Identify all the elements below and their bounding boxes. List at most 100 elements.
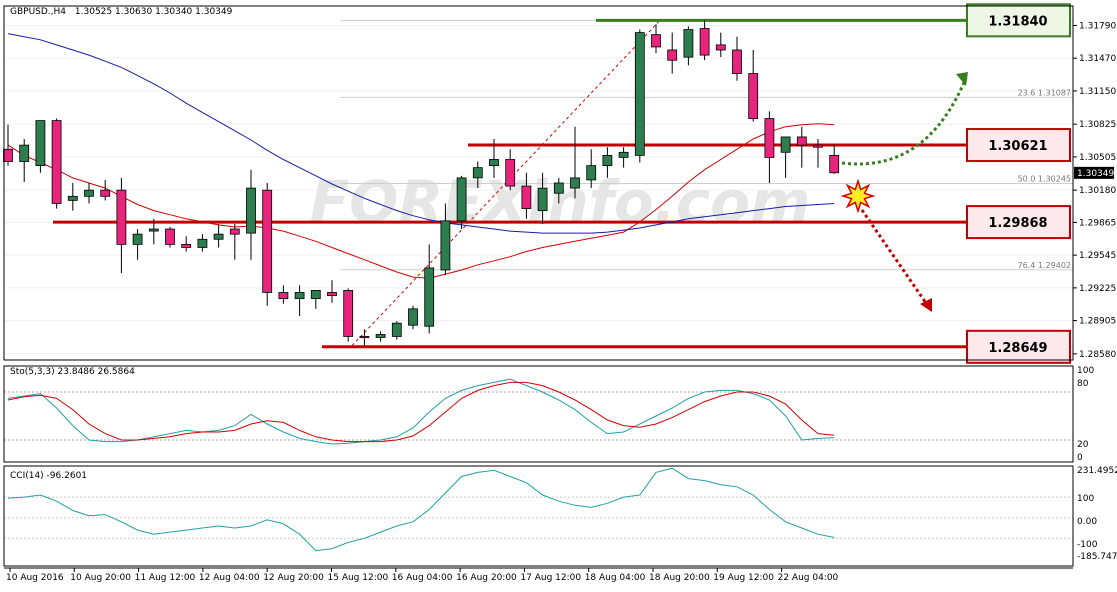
cci-tick-label: -185.7472 [1077, 552, 1117, 562]
time-tick-label: 18 Aug 04:00 [585, 573, 646, 583]
cci-title: CCI(14) -96.2601 [10, 471, 87, 481]
candle-body [683, 29, 694, 58]
bullish-arrow [841, 77, 968, 166]
candles-layer [3, 20, 840, 346]
level-label: 1.28649 [988, 341, 1047, 356]
stochastic-layer [4, 378, 1073, 445]
bearish-arrowhead [920, 298, 932, 312]
level-label: 1.30621 [988, 139, 1047, 154]
stochastic-tick-label: 0 [1077, 453, 1083, 463]
candle-body [165, 228, 175, 245]
price-tick-label: 1.29225 [1079, 284, 1116, 294]
candle-body [667, 49, 678, 61]
candle-body [310, 290, 321, 300]
time-tick-label: 10 Aug 20:00 [70, 573, 131, 583]
candle-body [181, 243, 192, 248]
candle-body [570, 177, 580, 189]
candle-body [489, 159, 499, 167]
candle-body [246, 187, 256, 234]
price-tick-label: 1.29545 [1079, 251, 1116, 261]
candle-body [456, 177, 467, 222]
current-price-label: 1.30349 [1077, 169, 1114, 179]
candle-body [634, 32, 645, 156]
stochastic-title: Sto(5,3,3) 23.8486 26.5864 [10, 367, 135, 377]
candle-body [813, 144, 823, 148]
panel-frame [3, 365, 1074, 463]
time-tick-label: 11 Aug 12:00 [135, 573, 196, 583]
candle-body [213, 233, 224, 240]
arrows-layer [840, 72, 968, 312]
time-tick-label: 22 Aug 04:00 [778, 573, 839, 583]
time-tick-label: 12 Aug 20:00 [263, 573, 324, 583]
candle-body [391, 322, 402, 337]
time-tick-label: 10 Aug 2016 [6, 573, 64, 583]
moving-average-layer [7, 33, 835, 279]
candle-body [586, 165, 597, 181]
axes-layer: 1.31790 1.31470 1.31150 1.30825 1.30505 1.301… [6, 21, 1117, 583]
candle-body [132, 233, 143, 245]
candle-body [294, 292, 305, 300]
candle-body [651, 34, 661, 48]
stochastic-tick-label: 80 [1077, 379, 1089, 389]
fibonacci-layer: 23.6 1.31087 50.0 1.30245 76.4 1.29402 [340, 19, 1073, 348]
panel-frame [3, 5, 1074, 361]
cci-layer [4, 467, 1073, 552]
candle-body [764, 118, 775, 158]
time-tick-label: 15 Aug 12:00 [328, 573, 389, 583]
candle-body [35, 120, 46, 167]
candle-body [440, 220, 451, 271]
level-box [966, 329, 1071, 364]
stochastic-tick-label: 100 [1077, 366, 1094, 376]
candle-body [780, 136, 791, 153]
candle-body [19, 144, 30, 162]
candle-body [618, 151, 629, 158]
symbol-timeframe: GBPUSD.,H4 [10, 7, 66, 17]
time-tick-label: 16 Aug 04:00 [392, 573, 453, 583]
time-tick-label: 12 Aug 04:00 [199, 573, 260, 583]
candle-body [521, 185, 532, 209]
fib-label: 76.4 1.29402 [1018, 261, 1071, 270]
candle-body [602, 154, 613, 167]
candle-body [829, 154, 840, 174]
candle-body [472, 167, 483, 179]
price-tick-label: 1.31150 [1079, 87, 1116, 97]
price-tick-label: 1.30180 [1079, 186, 1116, 196]
time-tick-label: 18 Aug 20:00 [649, 573, 710, 583]
candle-body [51, 120, 62, 204]
candle-body [732, 49, 742, 74]
candle-body [3, 148, 13, 162]
level-label: 1.29868 [988, 216, 1047, 231]
panel-frame [3, 465, 1074, 567]
time-tick-label: 17 Aug 12:00 [520, 573, 581, 583]
candle-body [197, 238, 208, 248]
frames-layer [3, 5, 1074, 569]
candle-body [148, 228, 159, 232]
moving-average-fast [7, 123, 835, 279]
price-tick-label: 1.28580 [1079, 350, 1116, 360]
moving-average-slow [7, 33, 835, 234]
stochastic-main [7, 378, 835, 445]
candle-body [715, 44, 726, 51]
level-label: 1.31840 [988, 14, 1047, 29]
candle-body [67, 195, 78, 201]
fib-label: 23.6 1.31087 [1018, 88, 1071, 97]
cci-tick-label: 231.4952 [1077, 466, 1117, 476]
price-tick-label: 1.30825 [1079, 120, 1116, 130]
watermark: FOREXinfo.com [310, 168, 811, 236]
candle-body [84, 189, 94, 197]
candle-body [553, 182, 564, 194]
time-tick-label: 19 Aug 12:00 [713, 573, 774, 583]
chart-header: GBPUSD.,H4 1.30525 1.30630 1.30340 1.303… [10, 7, 233, 17]
stochastic-signal [7, 381, 835, 443]
cci-tick-label: 0.00 [1077, 517, 1097, 527]
candle-body [327, 292, 337, 296]
candle-body [424, 267, 435, 327]
ohlc-values: 1.30525 1.30630 1.30340 1.30349 [75, 7, 233, 17]
candle-body [229, 228, 240, 235]
candle-body [505, 159, 516, 187]
candle-body [796, 136, 807, 146]
levels-layer: 1.31840 1.30621 1.29868 1.28649 [53, 3, 1071, 364]
bearish-arrow [860, 209, 930, 307]
